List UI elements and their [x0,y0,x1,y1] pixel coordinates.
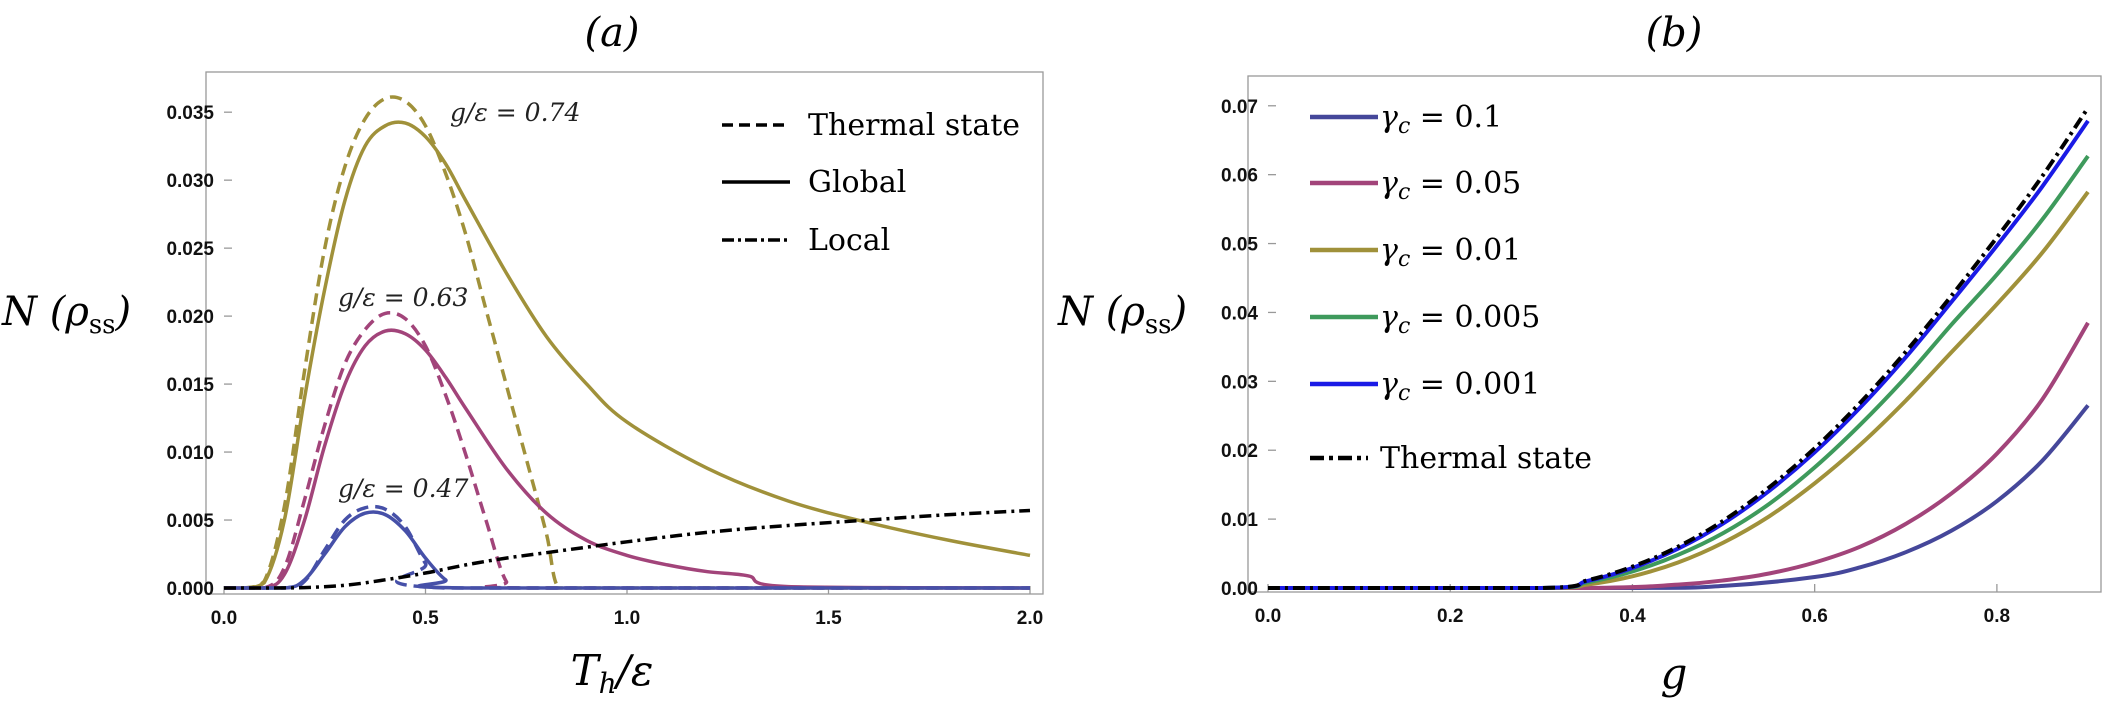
panel-b-x-ticks: 0.0 0.2 0.4 0.6 0.8 [1255,584,2010,627]
series-line [223,328,1031,590]
legend-label-global: Global [808,165,906,200]
panel-a-legend: Thermal state Global Local [722,108,1020,258]
x-tick-label: 0.2 [1437,606,1463,627]
series-line [223,504,1030,590]
y-tick-label: 0.010 [166,443,214,464]
series-line [223,510,1030,590]
y-axis-title-a: N (ρss) [1,289,131,340]
legend-label-gamma-0.05: γc = 0.05 [1380,166,1521,205]
annotation-g-047: g/ε = 0.47 [338,474,468,503]
panel-a-x-axis-title: Th/ε [571,646,654,700]
series-line [223,95,1030,590]
panel-b-legend: γc = 0.1 γc = 0.05 γc = 0.01 γc = 0.005 … [1310,100,1592,476]
annotation-g-074: g/ε = 0.74 [450,98,580,127]
y-tick-label: 0.04 [1221,303,1258,324]
y-tick-label: 0.06 [1221,166,1258,187]
x-tick-label: 0.0 [1255,606,1281,627]
x-tick-label: 0.0 [211,608,237,629]
legend-item-global: Global [722,165,906,200]
y-tick-label: 0.05 [1221,235,1258,256]
panel-b-title: (b) [1646,10,1703,56]
x-tick-label: 0.8 [1984,606,2010,627]
series-line [223,120,1031,590]
y-axis-title-b: N (ρss) [1057,289,1187,340]
y-tick-label: 0.025 [166,239,214,260]
panel-b-frame [1247,75,2102,593]
legend-label-thermal-state-b: Thermal state [1380,441,1592,476]
legend-item-gamma-0.005: γc = 0.005 [1310,300,1540,339]
x-axis-title-a: Th/ε [571,646,654,700]
panel-b-y-ticks: 0.00 0.01 0.02 0.03 0.04 0.05 0.06 0.07 [1221,97,1276,600]
y-tick-label: 0.015 [166,375,214,396]
panel-b-y-axis-title: N (ρss) [1057,289,1187,340]
legend-item-thermal-state-b: Thermal state [1310,441,1592,476]
panel-a-y-axis-title: N (ρss) [1,289,131,340]
legend-item-local: Local [722,223,890,258]
panel-a-x-ticks: 0.0 0.5 1.0 1.5 2.0 [211,586,1043,629]
legend-label-gamma-0.01: γc = 0.01 [1380,233,1521,272]
legend-label-thermal-state: Thermal state [808,108,1020,143]
y-tick-label: 0.01 [1221,510,1258,531]
x-tick-label: 1.0 [614,608,640,629]
legend-item-gamma-0.1: γc = 0.1 [1310,100,1502,139]
x-tick-label: 0.5 [412,608,439,629]
y-tick-label: 0.000 [166,579,214,600]
panel-a-y-ticks: 0.000 0.005 0.010 0.015 0.020 0.025 0.030 0.035 [166,103,232,600]
series-line [1267,321,2090,591]
legend-label-gamma-0.001: γc = 0.001 [1380,367,1540,406]
y-tick-label: 0.005 [166,511,214,532]
panel-b-series [1267,106,2090,591]
panel-a-series [223,95,1031,590]
y-tick-label: 0.020 [166,307,214,328]
x-tick-label: 0.6 [1801,606,1827,627]
series-line [223,310,1030,590]
panel-a-title: (a) [584,10,639,56]
legend-label-gamma-0.1: γc = 0.1 [1380,100,1502,139]
y-tick-label: 0.07 [1221,97,1258,118]
legend-item-gamma-0.05: γc = 0.05 [1310,166,1521,205]
panel-a: (a) 0.0000.0050.0100.0150.0200.0250.0300… [1,10,1044,700]
annotation-g-063: g/ε = 0.63 [338,283,468,312]
series-line [223,508,1031,590]
panel-b-x-axis-title: g [1661,649,1688,698]
legend-label-local: Local [808,223,890,258]
legend-label-gamma-0.005: γc = 0.005 [1380,300,1540,339]
series-line [1267,106,2090,591]
y-tick-label: 0.030 [166,171,214,192]
y-tick-label: 0.02 [1221,441,1258,462]
x-tick-label: 1.5 [815,608,842,629]
y-tick-label: 0.03 [1221,372,1258,393]
legend-item-gamma-0.001: γc = 0.001 [1310,367,1540,406]
x-tick-label: 2.0 [1017,608,1043,629]
legend-item-thermal-state: Thermal state [722,108,1020,143]
legend-item-gamma-0.01: γc = 0.01 [1310,233,1521,272]
x-axis-title-b: g [1661,649,1688,698]
y-tick-label: 0.035 [166,103,214,124]
y-tick-label: 0.00 [1221,579,1258,600]
panel-b: (b) 0.00 0.01 0.02 0.03 0.04 0.05 0.06 0.07 0.0… [1057,10,2102,698]
panel-a-frame [205,71,1044,595]
x-tick-label: 0.4 [1619,606,1646,627]
